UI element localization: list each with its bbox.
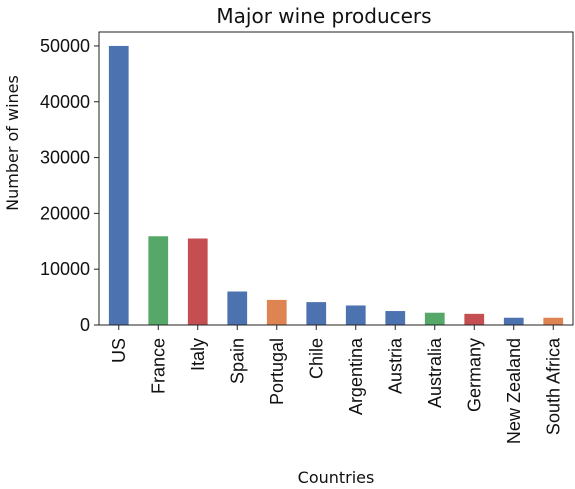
y-tick-label: 30000 bbox=[40, 148, 90, 168]
x-tick-label: France bbox=[148, 338, 168, 394]
x-tick-label: South Africa bbox=[543, 337, 563, 435]
y-tick-label: 0 bbox=[80, 315, 90, 335]
x-tick-label: Australia bbox=[425, 337, 445, 408]
bar-argentina bbox=[345, 305, 366, 325]
x-tick-label: US bbox=[109, 338, 129, 363]
bar-group bbox=[108, 45, 564, 325]
x-tick-label: Austria bbox=[385, 337, 405, 394]
x-tick-label: Italy bbox=[188, 338, 208, 371]
y-axis-title: Number of wines bbox=[3, 75, 22, 211]
bar-new-zealand bbox=[503, 317, 524, 325]
bar-chile bbox=[306, 302, 327, 325]
x-tick-label: Portugal bbox=[267, 338, 287, 405]
x-tick-label: New Zealand bbox=[504, 338, 524, 444]
bar-australia bbox=[424, 312, 445, 325]
y-tick-label: 50000 bbox=[40, 36, 90, 56]
bar-austria bbox=[385, 311, 406, 325]
x-tick-label: Argentina bbox=[346, 337, 366, 415]
bar-france bbox=[148, 236, 169, 325]
bar-germany bbox=[464, 313, 485, 325]
y-tick-label: 20000 bbox=[40, 203, 90, 223]
x-axis-ticks: US France Italy Spain Portugal Chile Argentina… bbox=[109, 325, 563, 444]
x-tick-label: Spain bbox=[227, 338, 247, 384]
y-axis-ticks: 0 10000 20000 30000 40000 50000 bbox=[40, 36, 99, 335]
bar-spain bbox=[227, 291, 248, 325]
bar-portugal bbox=[266, 299, 287, 325]
x-axis-title: Countries bbox=[298, 468, 375, 487]
y-tick-label: 40000 bbox=[40, 92, 90, 112]
plot-frame bbox=[98, 31, 574, 326]
x-tick-label: Chile bbox=[306, 338, 326, 379]
bar-south-africa bbox=[543, 317, 564, 325]
bar-italy bbox=[187, 238, 208, 325]
x-tick-label: Germany bbox=[464, 338, 484, 412]
bar-us bbox=[108, 45, 129, 325]
chart-title: Major wine producers bbox=[216, 4, 431, 28]
y-tick-label: 10000 bbox=[40, 259, 90, 279]
